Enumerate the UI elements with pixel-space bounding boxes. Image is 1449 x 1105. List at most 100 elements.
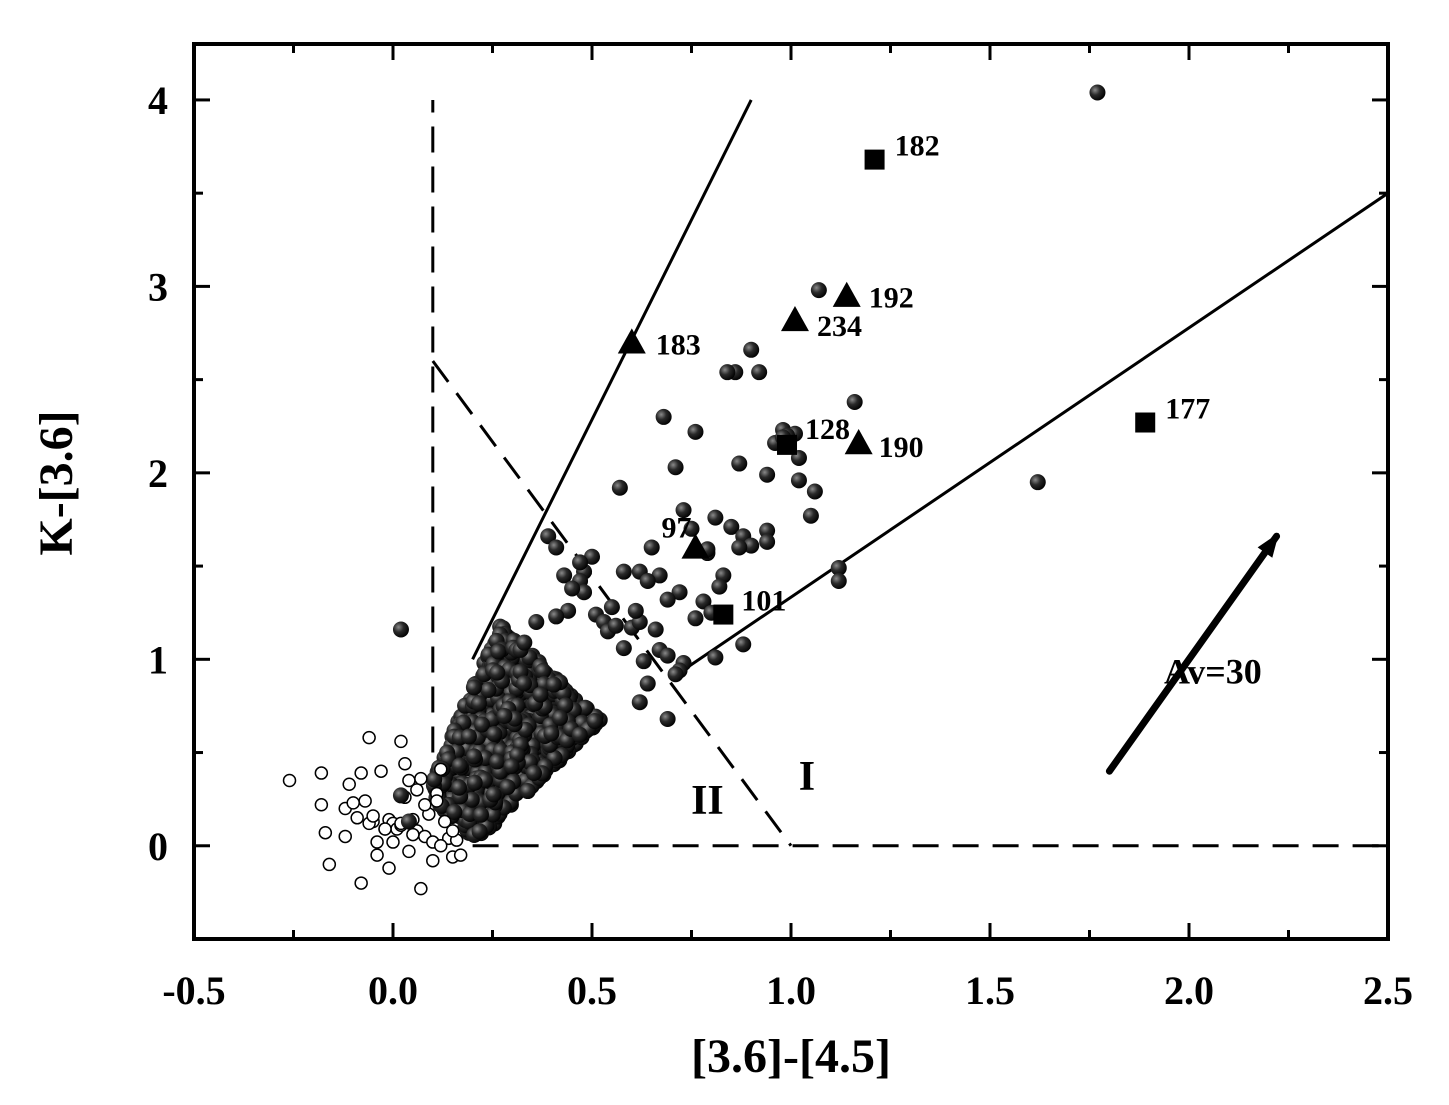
cluster-point bbox=[489, 753, 506, 770]
y-tick-label: 1 bbox=[148, 637, 168, 682]
filled-point bbox=[548, 539, 565, 556]
cluster-point bbox=[470, 695, 487, 712]
filled-point bbox=[643, 539, 660, 556]
filled-point bbox=[810, 282, 827, 299]
filled-point bbox=[802, 507, 819, 524]
cluster-point bbox=[473, 716, 490, 733]
open-point bbox=[374, 764, 388, 778]
open-point bbox=[362, 730, 376, 745]
cluster-point bbox=[446, 803, 463, 820]
open-point bbox=[402, 844, 416, 859]
open-point bbox=[378, 822, 392, 836]
cluster-point bbox=[451, 757, 468, 774]
filled-point bbox=[667, 666, 684, 683]
x-tick-label: 0.0 bbox=[368, 968, 418, 1013]
cluster-point bbox=[490, 643, 507, 660]
cluster-point bbox=[489, 664, 506, 681]
cluster-point bbox=[557, 697, 574, 714]
open-point bbox=[358, 794, 372, 808]
filled-point bbox=[806, 483, 823, 500]
open-point bbox=[445, 824, 460, 838]
cluster-point bbox=[480, 682, 497, 699]
filled-point bbox=[1029, 474, 1046, 491]
cluster-point bbox=[535, 662, 552, 679]
dense-cluster bbox=[425, 618, 608, 843]
open-point bbox=[437, 814, 452, 829]
y-tick-label: 3 bbox=[148, 264, 168, 309]
x-tick-label: 1.0 bbox=[766, 968, 816, 1013]
filled-point bbox=[687, 610, 704, 627]
square-points bbox=[713, 149, 1156, 625]
cluster-point bbox=[516, 675, 533, 692]
open-point bbox=[366, 809, 380, 823]
filled-point bbox=[759, 533, 776, 550]
source-label: 192 bbox=[869, 282, 914, 315]
filled-point bbox=[392, 787, 409, 804]
filled-point bbox=[731, 539, 748, 556]
filled-point bbox=[528, 614, 545, 631]
triangle-point bbox=[780, 305, 809, 332]
vector-arrowhead bbox=[1257, 532, 1279, 558]
filled-point bbox=[830, 559, 847, 576]
open-point bbox=[370, 835, 384, 849]
filled-point bbox=[659, 591, 676, 608]
cluster-point bbox=[466, 748, 483, 765]
filled-point bbox=[627, 602, 644, 619]
plot-frame bbox=[192, 42, 1390, 941]
x-tick-label: -0.5 bbox=[162, 968, 225, 1013]
filled-point bbox=[667, 459, 684, 476]
y-axis-title: K-[3.6] bbox=[30, 410, 83, 555]
open-point bbox=[414, 771, 428, 786]
source-label: 182 bbox=[895, 130, 940, 163]
filled-point bbox=[647, 621, 664, 638]
filled-point bbox=[711, 578, 728, 595]
cluster-point bbox=[496, 708, 513, 725]
cluster-point bbox=[543, 725, 560, 742]
x-tick-label: 2.0 bbox=[1164, 968, 1214, 1013]
filled-point bbox=[607, 617, 624, 634]
source-label: 183 bbox=[656, 328, 701, 361]
source-label: 97 bbox=[661, 511, 691, 544]
source-label: 190 bbox=[879, 431, 924, 464]
source-label: 101 bbox=[741, 585, 786, 618]
filled-point bbox=[611, 479, 628, 496]
open-point bbox=[342, 777, 356, 791]
x-axis-title: [3.6]-[4.5] bbox=[691, 1030, 891, 1083]
open-point bbox=[322, 857, 337, 872]
filled-point bbox=[707, 649, 724, 666]
filled-point bbox=[683, 520, 700, 537]
extinction-vector bbox=[1105, 532, 1281, 775]
open-point bbox=[430, 794, 444, 808]
filled-point bbox=[671, 584, 688, 601]
open-point bbox=[350, 811, 364, 825]
filled-point bbox=[659, 647, 676, 664]
x-tick-label: 2.5 bbox=[1363, 968, 1413, 1013]
filled-point bbox=[560, 602, 577, 619]
filled-point bbox=[743, 537, 760, 554]
source-label: 128 bbox=[805, 413, 850, 446]
filled-point bbox=[635, 653, 652, 670]
filled-point bbox=[743, 341, 760, 358]
cluster-point bbox=[499, 779, 516, 796]
reference-line-1 bbox=[471, 99, 753, 660]
cluster-point bbox=[571, 726, 588, 743]
filled-point bbox=[631, 694, 648, 711]
open-circle-points bbox=[282, 730, 468, 896]
cluster-point bbox=[485, 786, 502, 803]
open-point bbox=[418, 798, 432, 812]
filled-point bbox=[516, 634, 533, 651]
cluster-point bbox=[465, 679, 482, 696]
filled-point bbox=[572, 554, 589, 571]
open-point bbox=[370, 848, 384, 862]
filled-point bbox=[707, 509, 724, 526]
filled-point bbox=[564, 580, 581, 597]
open-point bbox=[338, 829, 352, 844]
filled-point bbox=[615, 563, 632, 580]
filled-point bbox=[675, 502, 692, 519]
filled-point bbox=[751, 364, 768, 381]
filled-point bbox=[540, 528, 557, 545]
axis-ticks bbox=[192, 44, 1390, 941]
filled-point bbox=[790, 472, 807, 489]
